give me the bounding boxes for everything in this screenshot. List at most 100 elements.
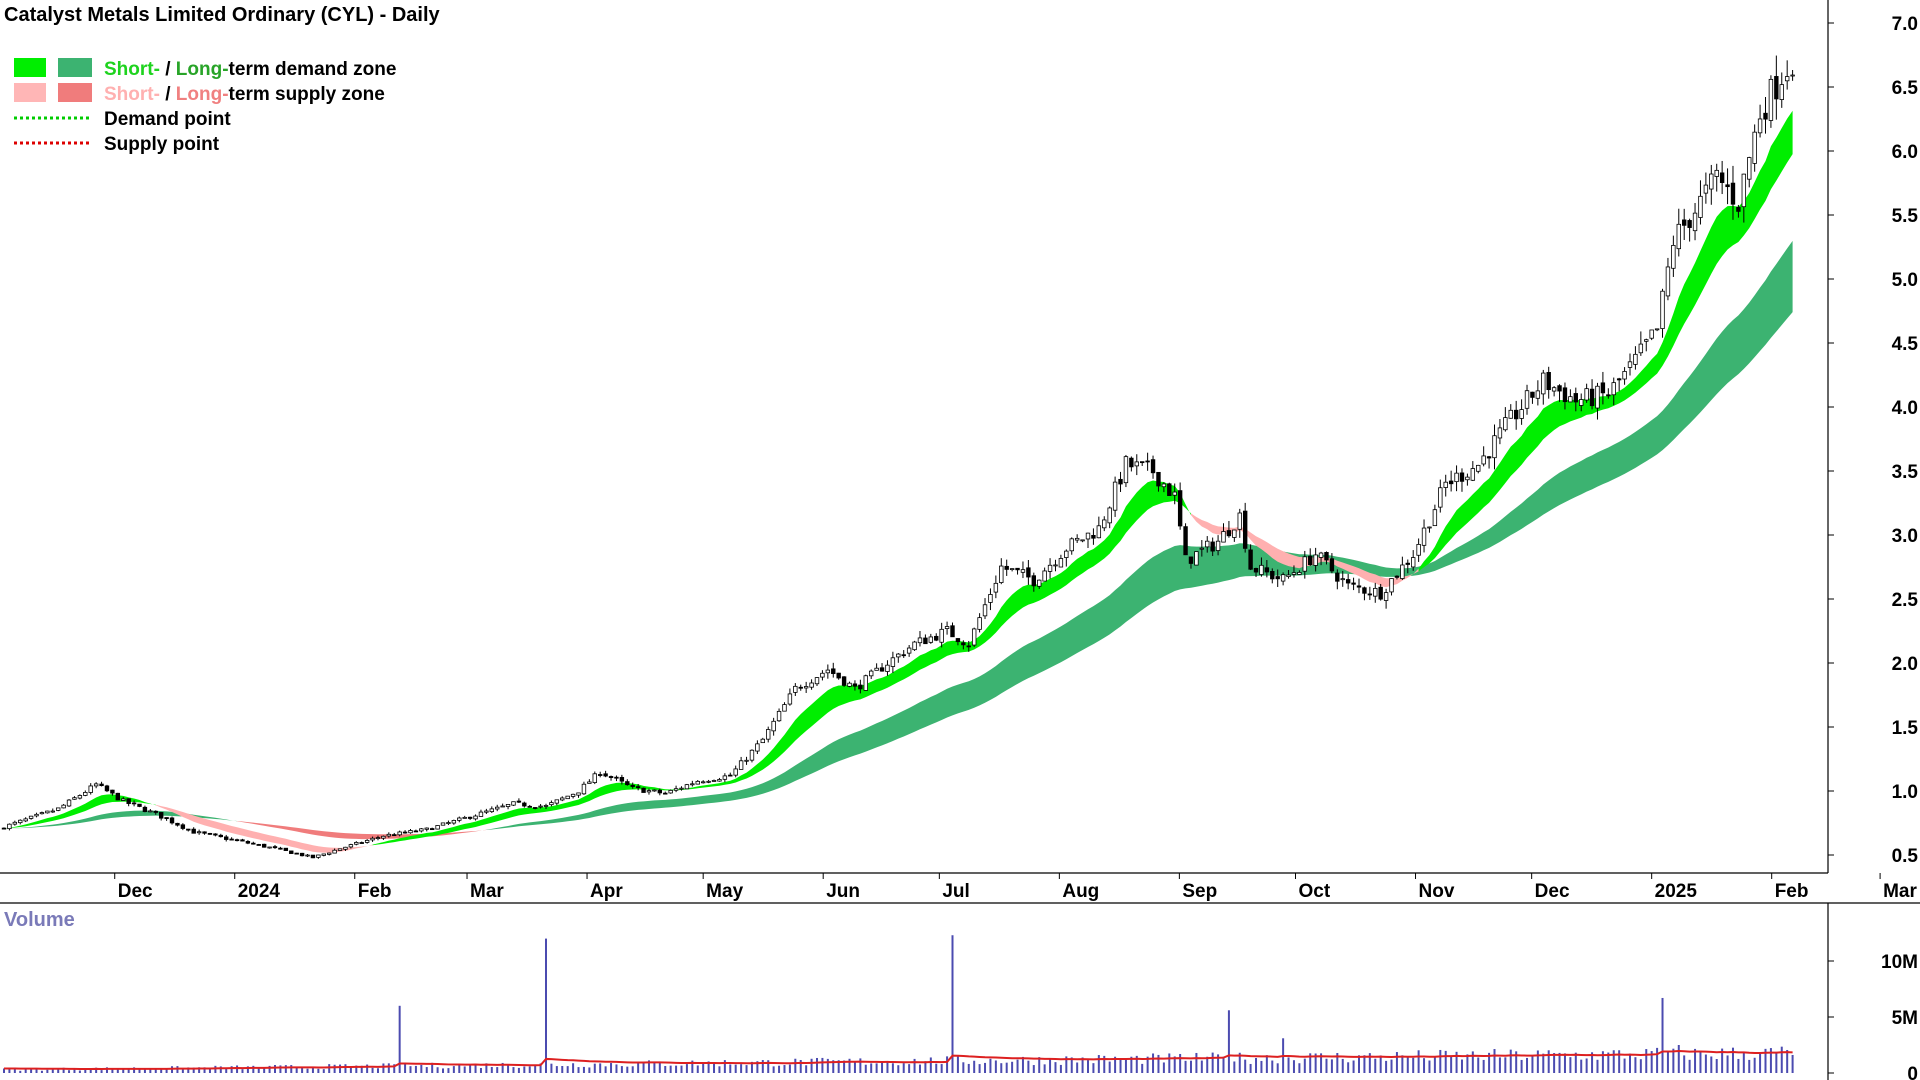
price-candle [1064, 549, 1069, 567]
volume-bar [490, 1066, 493, 1073]
volume-bar [355, 1065, 358, 1073]
price-candle [18, 819, 23, 825]
price-candle [1091, 528, 1096, 545]
price-candle [1004, 559, 1009, 576]
y-tick-label: 3.5 [1892, 462, 1919, 483]
volume-bar [1303, 1058, 1306, 1073]
volume-bar [685, 1064, 688, 1073]
volume-bar [545, 938, 547, 1073]
price-candle [429, 827, 435, 831]
price-candle [1627, 353, 1633, 376]
volume-panel [3, 935, 1794, 1073]
price-candle [1476, 464, 1481, 474]
price-candle [1356, 578, 1362, 594]
price-candle [603, 770, 608, 778]
volume-bar [1710, 1056, 1713, 1073]
volume-bar [198, 1067, 201, 1073]
y-tick-label: 4.5 [1892, 334, 1919, 355]
volume-bar [1108, 1061, 1111, 1073]
price-candle [354, 841, 359, 846]
price-candle [381, 835, 386, 840]
price-candle [72, 796, 77, 800]
volume-bar [1368, 1053, 1371, 1073]
price-candle [1779, 72, 1784, 108]
price-candle [917, 631, 923, 647]
price-candle [1541, 369, 1546, 405]
volume-bar [1401, 1055, 1404, 1073]
volume-bar [24, 1068, 27, 1073]
volume-bar [306, 1068, 309, 1073]
price-candle [890, 651, 896, 673]
x-tick-label: Mar [1883, 881, 1917, 902]
volume-bar [1146, 1056, 1149, 1073]
price-candle [283, 847, 289, 851]
volume-bar [30, 1068, 33, 1073]
price-candle [955, 638, 961, 646]
volume-bar [1672, 1048, 1675, 1073]
price-candle [1253, 567, 1259, 577]
volume-bar [1731, 1047, 1734, 1073]
price-candle [462, 815, 467, 819]
volume-bar [1764, 1048, 1767, 1073]
volume-bar [1152, 1053, 1155, 1073]
volume-bar [799, 1059, 802, 1073]
price-candle [906, 644, 912, 657]
x-tick-label: Aug [1062, 881, 1099, 902]
price-candle [440, 822, 446, 826]
price-candle [299, 852, 305, 857]
volume-tick-label: 0 [1907, 1064, 1918, 1080]
price-candle [392, 832, 397, 837]
volume-bar [1786, 1049, 1789, 1073]
volume-bar [160, 1069, 163, 1073]
volume-bar [794, 1058, 797, 1073]
legend-entry: Short- / Long-term supply zone [14, 83, 385, 105]
volume-bar [837, 1060, 840, 1073]
y-tick-label: 0.5 [1892, 846, 1919, 867]
price-candle [1579, 393, 1584, 412]
price-candle [538, 804, 543, 809]
volume-bar [1666, 1052, 1669, 1073]
price-candle [1752, 124, 1757, 172]
volume-bar [425, 1067, 428, 1073]
price-candle [1140, 461, 1145, 466]
price-candle [332, 848, 337, 854]
price-candle [1649, 329, 1654, 341]
volume-bar [1423, 1058, 1426, 1073]
price-candle [386, 832, 392, 838]
volume-bar [1065, 1056, 1068, 1073]
volume-bar [1374, 1058, 1377, 1073]
x-tick-label: Sep [1182, 881, 1217, 902]
volume-bar [219, 1066, 222, 1073]
volume-bar [208, 1069, 211, 1073]
volume-bar [1298, 1063, 1301, 1073]
volume-bar [1699, 1050, 1702, 1073]
price-candle [1297, 570, 1302, 575]
price-candle [1665, 257, 1671, 301]
volume-bar [1341, 1058, 1344, 1073]
volume-bar [1385, 1060, 1388, 1073]
price-candle [635, 784, 641, 791]
volume-bar [317, 1068, 320, 1073]
price-candle [115, 792, 121, 801]
price-candle [213, 833, 218, 837]
volume-bar [989, 1058, 992, 1073]
volume-bar [360, 1065, 363, 1073]
volume-bar [832, 1060, 835, 1073]
y-tick-label: 1.0 [1892, 782, 1918, 803]
price-candle [1340, 570, 1345, 587]
price-candle [1172, 483, 1177, 505]
price-candle [1351, 577, 1356, 591]
price-candle [397, 830, 402, 837]
price-candle [749, 749, 755, 763]
price-candle [1438, 479, 1443, 513]
short-term-zone [1190, 513, 1419, 588]
volume-bar [593, 1063, 596, 1073]
volume-bar [816, 1057, 818, 1073]
price-candle [755, 740, 760, 755]
price-candle [1405, 559, 1410, 574]
volume-bar [783, 1065, 786, 1073]
volume-bar [1444, 1050, 1447, 1073]
volume-bar [143, 1068, 146, 1073]
price-candle [478, 809, 484, 817]
